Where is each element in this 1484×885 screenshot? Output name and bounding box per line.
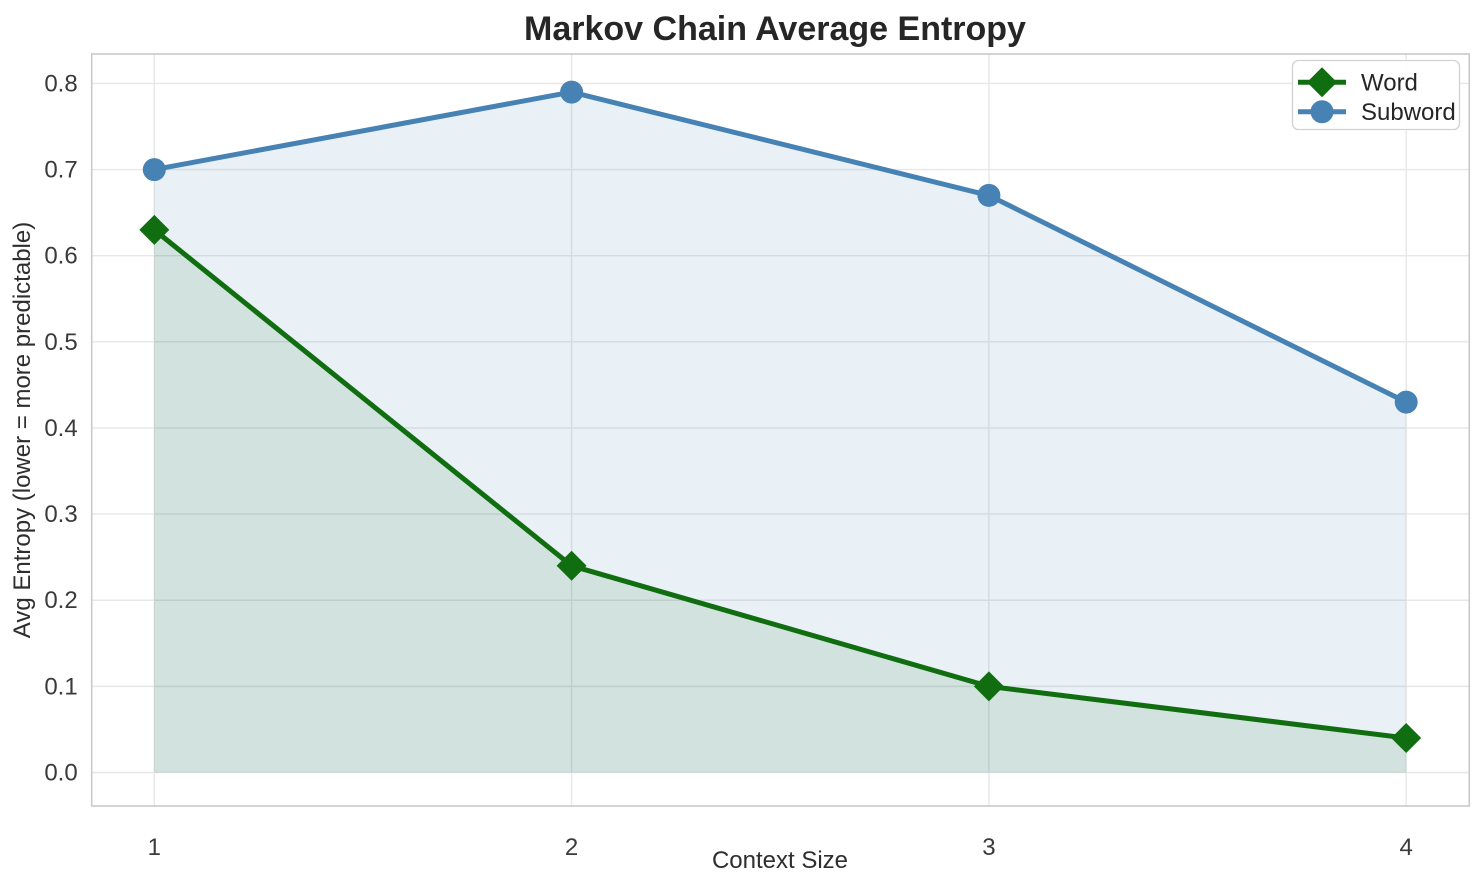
grid-layer: [91, 54, 1470, 806]
legend: Word Subword: [1291, 59, 1461, 131]
series-line-word: [151, 227, 1409, 741]
marker-circle-subword: [142, 158, 166, 182]
marker-diamond-word: [139, 214, 170, 245]
legend-word-diamond-icon: [1307, 67, 1337, 98]
y-tick-label: 0.1: [44, 673, 77, 700]
x-axis-label: Context Size: [712, 847, 848, 874]
plot-border: [90, 53, 1471, 807]
y-tick-label: 0.2: [44, 587, 77, 614]
y-tick-label: 0.3: [44, 501, 77, 528]
x-tick-label: 2: [565, 834, 578, 861]
x-tick-label: 3: [982, 834, 995, 861]
y-tick-label: 0.6: [44, 243, 77, 270]
area-fill-subword: [154, 92, 1407, 773]
y-tick-label: 0.8: [44, 70, 77, 97]
marker-circle-subword: [1394, 390, 1418, 414]
x-tick-label: 4: [1400, 834, 1413, 861]
y-axis-label: Avg Entropy (lower = more predictable): [9, 222, 36, 638]
legend-label-subword: Subword: [1361, 99, 1456, 126]
y-tick-label: 0.5: [44, 329, 77, 356]
series-line-subword: [151, 89, 1409, 405]
x-tick-label: 1: [148, 834, 161, 861]
area-fill-layer: [154, 92, 1407, 773]
marker-diamond-word: [973, 671, 1004, 702]
marker-circle-subword: [977, 183, 1001, 207]
area-fill-word: [154, 229, 1407, 773]
y-tick-label: 0.4: [44, 415, 77, 442]
y-tick-label: 0.0: [44, 760, 77, 787]
tick-label-layer: 0.0 0.1 0.2 0.3 0.4 0.5 0.6 0.7 0.8 1 2 3 4: [44, 70, 1413, 861]
marker-circle-subword: [560, 80, 584, 104]
series-layer: [139, 80, 1422, 754]
legend-subword-circle-icon: [1310, 100, 1334, 124]
y-tick-label: 0.7: [44, 157, 77, 184]
marker-diamond-word: [556, 550, 587, 581]
marker-diamond-word: [1391, 723, 1422, 754]
chart-title: Markov Chain Average Entropy: [524, 10, 1026, 48]
legend-label-word: Word: [1361, 70, 1418, 97]
